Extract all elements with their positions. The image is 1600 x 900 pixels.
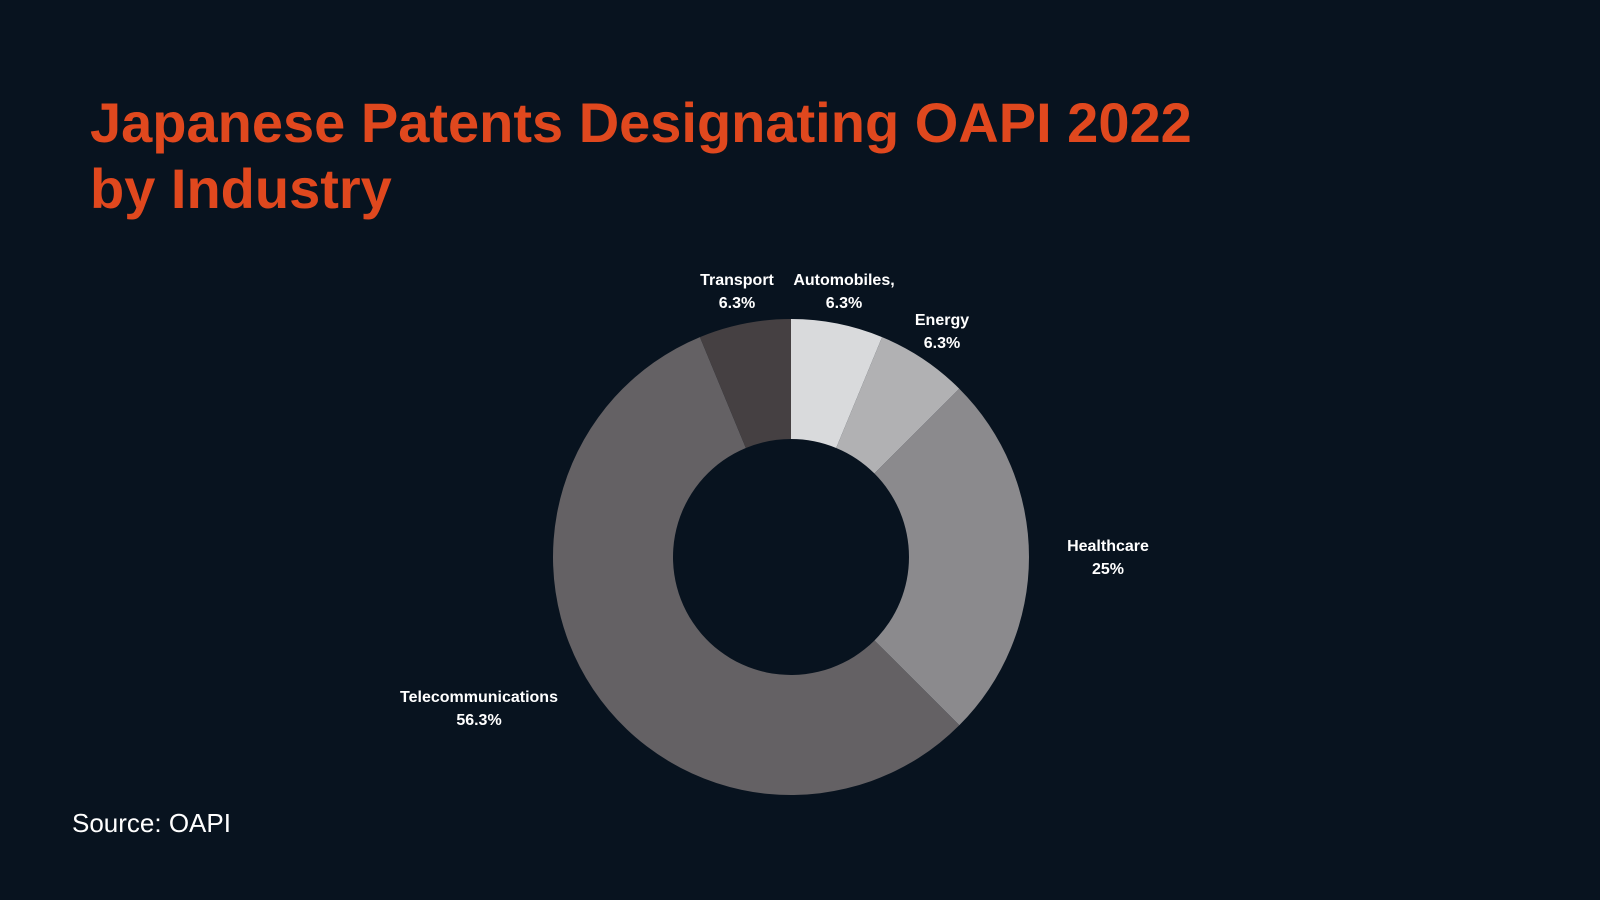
slice-label-transport: Transport	[700, 272, 774, 289]
source-note: Source: OAPI	[72, 808, 231, 838]
slice-label-energy: Energy	[915, 312, 969, 329]
donut-slice-transport	[699, 319, 791, 448]
slice-value-automobiles: 6.3%	[826, 295, 862, 312]
donut-slice-energy	[836, 337, 960, 474]
chart-title: Japanese Patents Designating OAPI 2022 b…	[90, 90, 1290, 222]
slice-value-healthcare: 25%	[1092, 561, 1124, 578]
donut-slice-healthcare	[874, 388, 1029, 726]
slice-label-automobiles: Automobiles,	[793, 272, 894, 289]
chart-title-line-1: Japanese Patents Designating OAPI 2022	[90, 91, 1192, 154]
slice-value-telecommunications: 56.3%	[456, 712, 501, 729]
slice-label-healthcare: Healthcare	[1067, 538, 1149, 555]
donut-slice-telecommunications	[553, 337, 960, 795]
slice-value-energy: 6.3%	[924, 335, 960, 352]
slice-value-transport: 6.3%	[719, 295, 755, 312]
donut-slice-automobiles	[791, 319, 883, 448]
slice-label-telecommunications: Telecommunications	[400, 689, 558, 706]
chart-title-line-2: by Industry	[90, 157, 392, 220]
